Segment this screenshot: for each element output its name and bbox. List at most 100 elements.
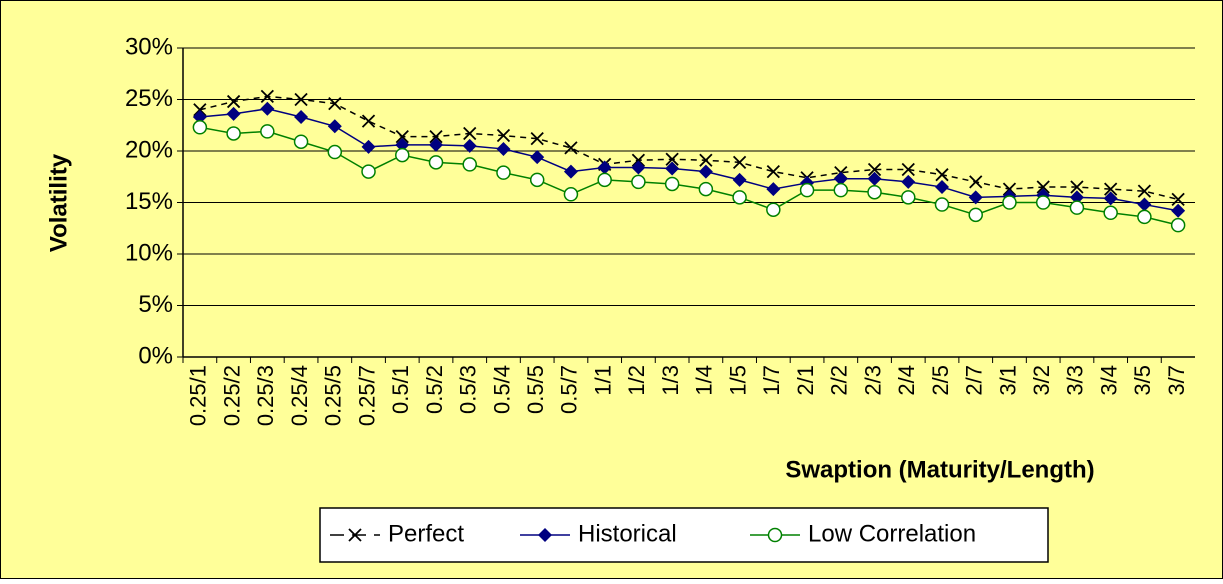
point-marker — [496, 141, 511, 156]
y-tick-label: 10% — [125, 239, 173, 266]
series-line — [199, 95, 1179, 201]
x-tick-label: 3/5 — [1130, 365, 1155, 396]
point-marker — [429, 137, 443, 152]
point-marker — [192, 110, 207, 125]
point-marker — [631, 153, 646, 167]
x-tick-label: 1/2 — [624, 365, 649, 396]
x-tick-label: 3/3 — [1063, 365, 1088, 396]
point-marker — [699, 153, 713, 167]
point-marker — [698, 164, 713, 179]
point-marker — [530, 150, 545, 165]
point-marker — [766, 202, 781, 217]
x-tick-label: 2/2 — [827, 365, 852, 396]
point-marker — [665, 161, 680, 176]
point-marker — [1137, 184, 1152, 198]
x-tick-label: 2/3 — [860, 365, 885, 396]
x-tick-label: 3/2 — [1029, 365, 1054, 396]
point-marker — [631, 160, 646, 175]
legend-marker — [767, 527, 783, 543]
point-marker — [293, 134, 309, 149]
point-marker — [294, 110, 309, 125]
point-marker — [833, 182, 849, 198]
x-tick-label: 1/4 — [692, 365, 717, 396]
point-marker — [799, 182, 815, 198]
point-marker — [1035, 195, 1051, 210]
y-tick-label: 20% — [125, 136, 173, 163]
point-marker — [226, 94, 241, 109]
point-marker — [328, 96, 342, 111]
point-marker — [664, 176, 680, 192]
point-marker — [564, 141, 578, 155]
point-marker — [1104, 182, 1118, 196]
point-marker — [429, 129, 443, 144]
point-marker — [1171, 203, 1186, 218]
point-marker — [732, 155, 747, 169]
x-axis-label: Swaption (Maturity/Length) — [785, 456, 1094, 483]
x-tick-label: 2/7 — [962, 365, 987, 396]
y-tick-label: 0% — [138, 342, 173, 369]
point-marker — [1036, 180, 1050, 194]
point-marker — [1002, 195, 1017, 210]
point-marker — [935, 180, 949, 195]
point-marker — [395, 147, 410, 163]
point-marker — [766, 164, 780, 179]
point-marker — [732, 172, 747, 187]
point-marker — [867, 171, 882, 186]
point-marker — [260, 101, 275, 116]
x-tick-label: 0.5/5 — [523, 365, 548, 414]
point-marker — [496, 128, 511, 143]
legend-marker — [538, 528, 552, 542]
point-marker — [698, 181, 714, 197]
y-tick-label: 30% — [125, 33, 173, 60]
point-marker — [563, 187, 579, 202]
point-marker — [193, 103, 207, 117]
point-marker — [462, 157, 477, 172]
point-marker — [969, 175, 983, 189]
x-tick-label: 3/4 — [1096, 365, 1121, 396]
point-marker — [192, 120, 208, 135]
point-marker — [361, 139, 376, 154]
y-tick-label: 15% — [125, 188, 173, 215]
point-marker — [260, 89, 274, 104]
x-tick-label: 0.25/4 — [287, 365, 312, 426]
point-marker — [901, 162, 915, 177]
point-marker — [665, 152, 679, 166]
legend-label: Perfect — [388, 520, 464, 547]
x-tick-label: 0.5/3 — [456, 365, 481, 414]
point-marker — [361, 164, 376, 179]
x-tick-label: 1/3 — [658, 365, 683, 396]
legend-label: Low Correlation — [808, 520, 976, 547]
legend-label: Historical — [578, 520, 677, 547]
point-marker — [327, 144, 343, 160]
x-tick-label: 0.5/2 — [422, 365, 447, 414]
point-marker — [597, 160, 612, 175]
point-marker — [597, 172, 612, 188]
y-tick-label: 5% — [138, 291, 173, 318]
point-marker — [530, 132, 544, 146]
x-tick-label: 3/1 — [995, 365, 1020, 396]
point-marker — [732, 190, 747, 205]
point-marker — [901, 174, 916, 189]
point-marker — [226, 106, 241, 121]
point-marker — [968, 190, 983, 205]
point-marker — [529, 172, 545, 188]
x-tick-label: 3/7 — [1164, 365, 1189, 396]
x-tick-label: 1/5 — [725, 365, 750, 396]
point-marker — [563, 164, 578, 179]
point-marker — [867, 184, 882, 200]
point-marker — [833, 171, 848, 186]
point-marker — [1170, 217, 1186, 233]
point-marker — [934, 197, 950, 212]
point-marker — [867, 162, 882, 177]
point-marker — [496, 165, 511, 180]
x-tick-label: 0.5/1 — [388, 365, 413, 414]
point-marker — [1171, 192, 1185, 207]
point-marker — [294, 92, 308, 107]
x-tick-label: 0.25/2 — [219, 365, 244, 426]
point-marker — [260, 124, 275, 139]
point-marker — [1002, 182, 1017, 196]
point-marker — [1103, 205, 1118, 221]
x-tick-label: 0.25/3 — [253, 365, 278, 426]
point-marker — [1069, 190, 1084, 205]
